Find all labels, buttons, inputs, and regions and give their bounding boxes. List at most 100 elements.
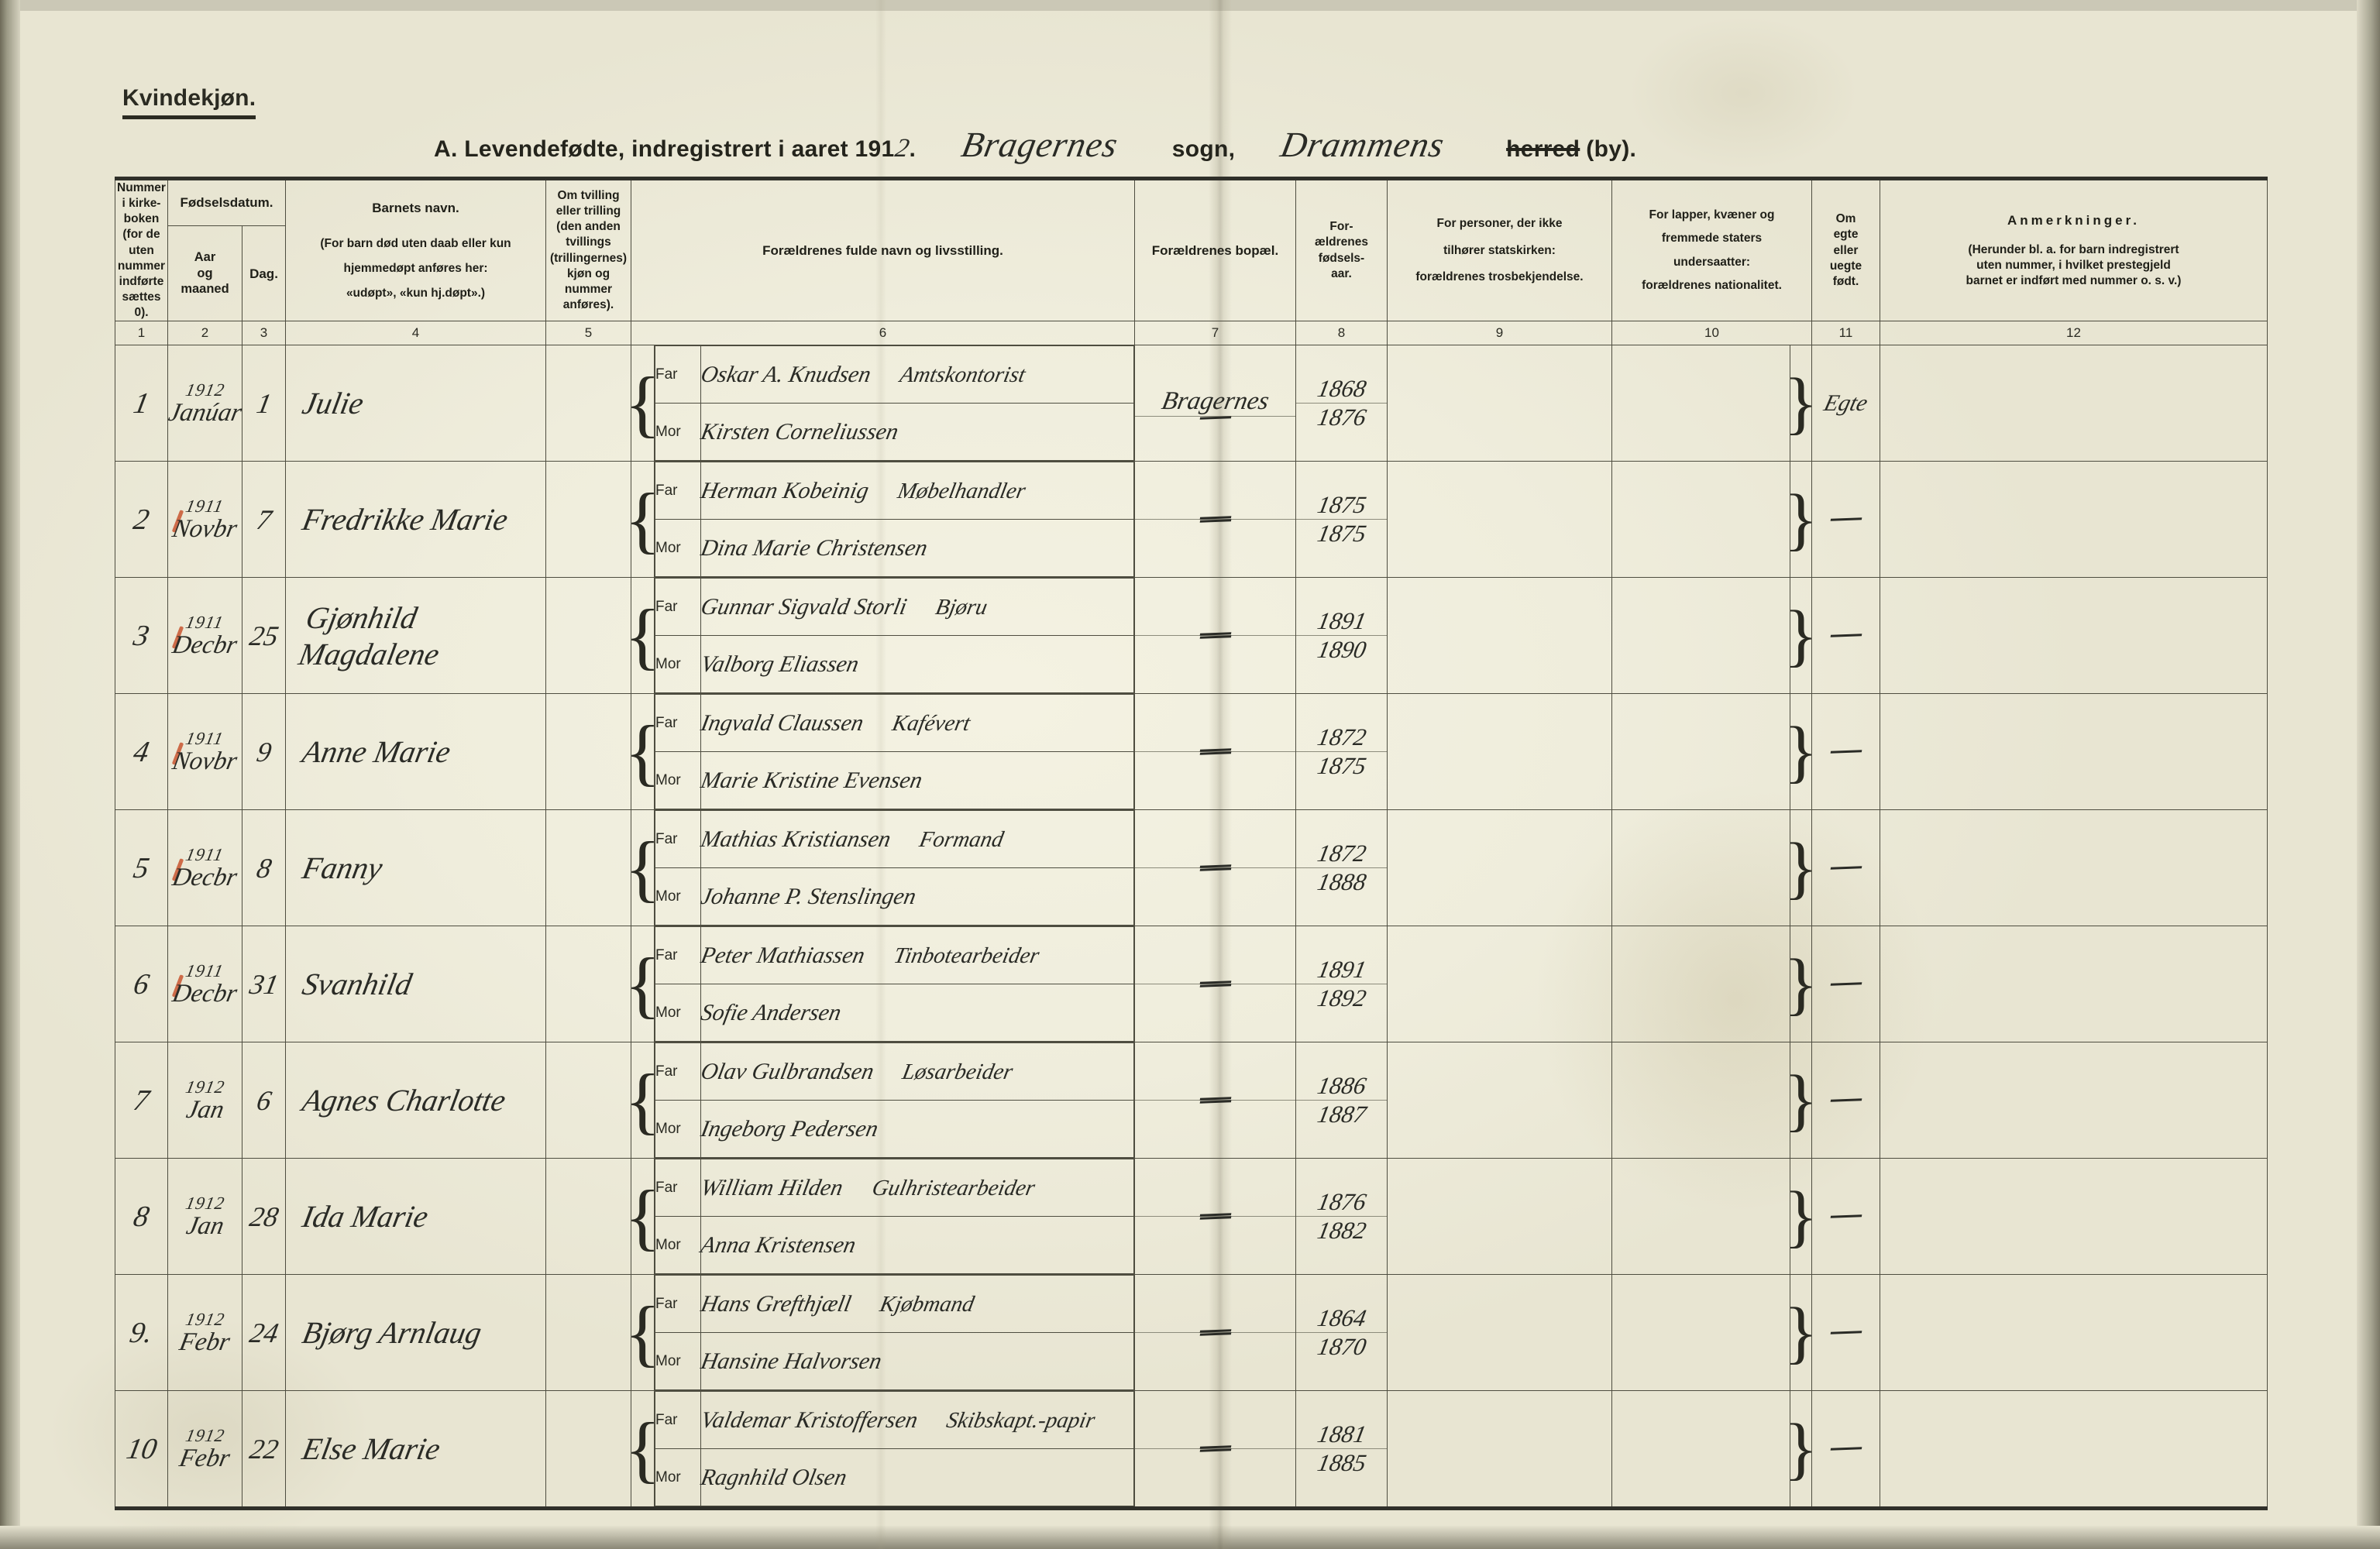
cell-anmerkninger[interactable] — [1880, 345, 2268, 462]
cell-nationalitet[interactable] — [1611, 926, 1790, 1043]
cell-foraeldrenes-bopael[interactable] — [1134, 926, 1296, 1043]
cell-kirkebok-nummer[interactable]: 4 — [115, 693, 168, 811]
table-row[interactable]: 7 1912 Jan 6 Agnes Charlotte { Far — [115, 1042, 2268, 1159]
cell-barnets-navn[interactable]: Bjørg Arnlaug — [285, 1274, 546, 1392]
cell-foraeldrenes-bopael[interactable] — [1134, 1390, 1296, 1510]
cell-kirkebok-nummer[interactable]: 5 — [115, 809, 168, 927]
cell-tvilling[interactable] — [545, 1274, 631, 1392]
cell-egte-uegte[interactable] — [1811, 1390, 1880, 1510]
cell-dag[interactable]: 24 — [242, 1274, 286, 1392]
cell-nationalitet[interactable] — [1611, 461, 1790, 579]
cell-trosbekjendelse[interactable] — [1387, 1158, 1612, 1276]
cell-foraeldrenes-fodselsaar[interactable]: 1876 1882 — [1295, 1158, 1388, 1276]
cell-dag[interactable]: 31 — [242, 926, 286, 1043]
cell-tvilling[interactable] — [545, 345, 631, 462]
cell-nationalitet[interactable] — [1611, 1390, 1790, 1510]
cell-tvilling[interactable] — [545, 1390, 631, 1510]
cell-barnets-navn[interactable]: Fredrikke Marie — [285, 461, 546, 579]
table-row[interactable]: 1 1912 Janúar 1 Julie { Far — [115, 345, 2268, 462]
cell-kirkebok-nummer[interactable]: 7 — [115, 1042, 168, 1159]
cell-aar-maaned[interactable]: 1911 Decbr — [167, 926, 242, 1043]
cell-trosbekjendelse[interactable] — [1387, 461, 1612, 579]
cell-egte-uegte[interactable] — [1811, 1274, 1880, 1392]
table-row[interactable]: 2 1911 Novbr 7 Fredrikke Marie { F — [115, 461, 2268, 579]
cell-aar-maaned[interactable]: 1911 Novbr — [167, 461, 242, 579]
cell-egte-uegte[interactable] — [1811, 461, 1880, 579]
cell-trosbekjendelse[interactable] — [1387, 1274, 1612, 1392]
cell-anmerkninger[interactable] — [1880, 1158, 2268, 1276]
cell-foraeldrenes-navn[interactable]: Far Oskar A. Knudsen Amtskontorist Mor K… — [654, 345, 1135, 462]
cell-foraeldrenes-bopael[interactable] — [1134, 577, 1296, 695]
cell-aar-maaned[interactable]: 1912 Jan — [167, 1042, 242, 1159]
cell-trosbekjendelse[interactable] — [1387, 577, 1612, 695]
cell-dag[interactable]: 9 — [242, 693, 286, 811]
cell-aar-maaned[interactable]: 1912 Jan — [167, 1158, 242, 1276]
cell-dag[interactable]: 7 — [242, 461, 286, 579]
cell-kirkebok-nummer[interactable]: 3 — [115, 577, 168, 695]
cell-kirkebok-nummer[interactable]: 1 — [115, 345, 168, 462]
cell-trosbekjendelse[interactable] — [1387, 345, 1612, 462]
cell-egte-uegte[interactable] — [1811, 577, 1880, 695]
cell-anmerkninger[interactable] — [1880, 1042, 2268, 1159]
cell-aar-maaned[interactable]: 1912 Febr — [167, 1274, 242, 1392]
cell-foraeldrenes-navn[interactable]: Far Hans Grefthjæll Kjøbmand Mor Hansine… — [654, 1274, 1135, 1392]
cell-foraeldrenes-navn[interactable]: Far Herman Kobeinig Møbelhandler Mor Din… — [654, 461, 1135, 579]
cell-nationalitet[interactable] — [1611, 1274, 1790, 1392]
cell-tvilling[interactable] — [545, 693, 631, 811]
cell-foraeldrenes-fodselsaar[interactable]: 1868 1876 — [1295, 345, 1388, 462]
cell-tvilling[interactable] — [545, 577, 631, 695]
cell-nationalitet[interactable] — [1611, 577, 1790, 695]
cell-barnets-navn[interactable]: Else Marie — [285, 1390, 546, 1510]
cell-tvilling[interactable] — [545, 1042, 631, 1159]
cell-barnets-navn[interactable]: Agnes Charlotte — [285, 1042, 546, 1159]
table-row[interactable]: 9. 1912 Febr 24 Bjørg Arnlaug { Fa — [115, 1274, 2268, 1392]
cell-barnets-navn[interactable]: Svanhild — [285, 926, 546, 1043]
cell-kirkebok-nummer[interactable]: 6 — [115, 926, 168, 1043]
cell-aar-maaned[interactable]: 1912 Febr — [167, 1390, 242, 1510]
cell-trosbekjendelse[interactable] — [1387, 1042, 1612, 1159]
table-row[interactable]: 6 1911 Decbr 31 Svanhild { Far — [115, 926, 2268, 1043]
cell-foraeldrenes-navn[interactable]: Far Ingvald Claussen Kafévert Mor Marie … — [654, 693, 1135, 811]
cell-anmerkninger[interactable] — [1880, 1274, 2268, 1392]
cell-egte-uegte[interactable] — [1811, 1158, 1880, 1276]
cell-trosbekjendelse[interactable] — [1387, 809, 1612, 927]
cell-kirkebok-nummer[interactable]: 8 — [115, 1158, 168, 1276]
cell-egte-uegte[interactable]: Egte — [1811, 345, 1880, 462]
cell-foraeldrenes-fodselsaar[interactable]: 1872 1888 — [1295, 809, 1388, 927]
cell-foraeldrenes-bopael[interactable] — [1134, 693, 1296, 811]
cell-barnets-navn[interactable]: Gjønhild Magdalene — [285, 577, 546, 695]
cell-egte-uegte[interactable] — [1811, 926, 1880, 1043]
cell-trosbekjendelse[interactable] — [1387, 926, 1612, 1043]
cell-tvilling[interactable] — [545, 1158, 631, 1276]
cell-nationalitet[interactable] — [1611, 345, 1790, 462]
cell-aar-maaned[interactable]: 1911 Novbr — [167, 693, 242, 811]
cell-foraeldrenes-fodselsaar[interactable]: 1891 1890 — [1295, 577, 1388, 695]
cell-foraeldrenes-fodselsaar[interactable]: 1891 1892 — [1295, 926, 1388, 1043]
cell-foraeldrenes-fodselsaar[interactable]: 1864 1870 — [1295, 1274, 1388, 1392]
cell-foraeldrenes-bopael[interactable] — [1134, 461, 1296, 579]
cell-egte-uegte[interactable] — [1811, 693, 1880, 811]
cell-egte-uegte[interactable] — [1811, 809, 1880, 927]
cell-egte-uegte[interactable] — [1811, 1042, 1880, 1159]
cell-foraeldrenes-bopael[interactable] — [1134, 1042, 1296, 1159]
cell-foraeldrenes-bopael[interactable] — [1134, 1158, 1296, 1276]
cell-dag[interactable]: 25 — [242, 577, 286, 695]
cell-foraeldrenes-navn[interactable]: Far Mathias Kristiansen Formand Mor Joha… — [654, 809, 1135, 927]
cell-nationalitet[interactable] — [1611, 1042, 1790, 1159]
cell-kirkebok-nummer[interactable]: 10 — [115, 1390, 168, 1510]
table-row[interactable]: 4 1911 Novbr 9 Anne Marie { Far — [115, 693, 2268, 811]
cell-foraeldrenes-bopael[interactable]: Bragernes — [1134, 345, 1296, 462]
cell-foraeldrenes-navn[interactable]: Far Valdemar Kristoffersen Skibskapt.-pa… — [654, 1390, 1135, 1510]
cell-nationalitet[interactable] — [1611, 809, 1790, 927]
cell-tvilling[interactable] — [545, 926, 631, 1043]
cell-foraeldrenes-fodselsaar[interactable]: 1875 1875 — [1295, 461, 1388, 579]
cell-anmerkninger[interactable] — [1880, 809, 2268, 927]
cell-barnets-navn[interactable]: Ida Marie — [285, 1158, 546, 1276]
cell-trosbekjendelse[interactable] — [1387, 693, 1612, 811]
cell-foraeldrenes-navn[interactable]: Far Peter Mathiassen Tinbotearbeider Mor… — [654, 926, 1135, 1043]
cell-trosbekjendelse[interactable] — [1387, 1390, 1612, 1510]
table-row[interactable]: 8 1912 Jan 28 Ida Marie { Far — [115, 1158, 2268, 1276]
cell-kirkebok-nummer[interactable]: 2 — [115, 461, 168, 579]
cell-foraeldrenes-bopael[interactable] — [1134, 809, 1296, 927]
cell-dag[interactable]: 8 — [242, 809, 286, 927]
